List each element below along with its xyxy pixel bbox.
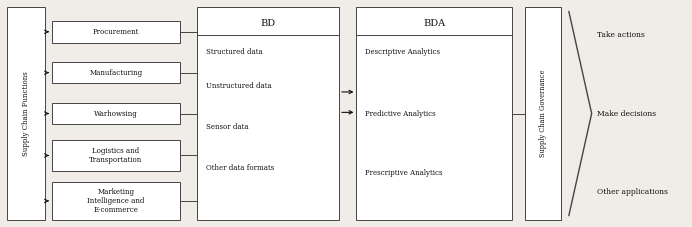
Text: Supply Chain Functions: Supply Chain Functions — [22, 71, 30, 156]
Text: Predictive Analytics: Predictive Analytics — [365, 109, 435, 118]
Text: Other applications: Other applications — [597, 188, 668, 196]
Bar — [52, 103, 180, 124]
Text: Supply Chain Governance: Supply Chain Governance — [538, 70, 547, 157]
Text: Warhowsing: Warhowsing — [94, 109, 138, 118]
Bar — [356, 7, 512, 220]
Text: Unstructured data: Unstructured data — [206, 82, 271, 90]
Bar — [525, 7, 561, 220]
Text: BD: BD — [261, 19, 275, 28]
Text: Manufacturing: Manufacturing — [89, 69, 143, 77]
Bar — [52, 21, 180, 42]
Bar — [52, 62, 180, 83]
Text: Logistics and
Transportation: Logistics and Transportation — [89, 147, 143, 164]
Text: Take actions: Take actions — [597, 31, 644, 39]
Text: Descriptive Analytics: Descriptive Analytics — [365, 48, 439, 56]
Bar — [52, 140, 180, 171]
Text: Make decisions: Make decisions — [597, 109, 655, 118]
Text: Prescriptive Analytics: Prescriptive Analytics — [365, 168, 442, 177]
Bar — [52, 182, 180, 220]
Bar — [197, 7, 339, 220]
Text: Structured data: Structured data — [206, 48, 262, 56]
Text: Other data formats: Other data formats — [206, 164, 274, 172]
Text: Sensor data: Sensor data — [206, 123, 248, 131]
Text: Marketing
Intelligence and
E-commerce: Marketing Intelligence and E-commerce — [87, 188, 145, 214]
Text: Procurement: Procurement — [93, 28, 139, 36]
Bar — [7, 7, 45, 220]
Text: BDA: BDA — [424, 19, 445, 28]
